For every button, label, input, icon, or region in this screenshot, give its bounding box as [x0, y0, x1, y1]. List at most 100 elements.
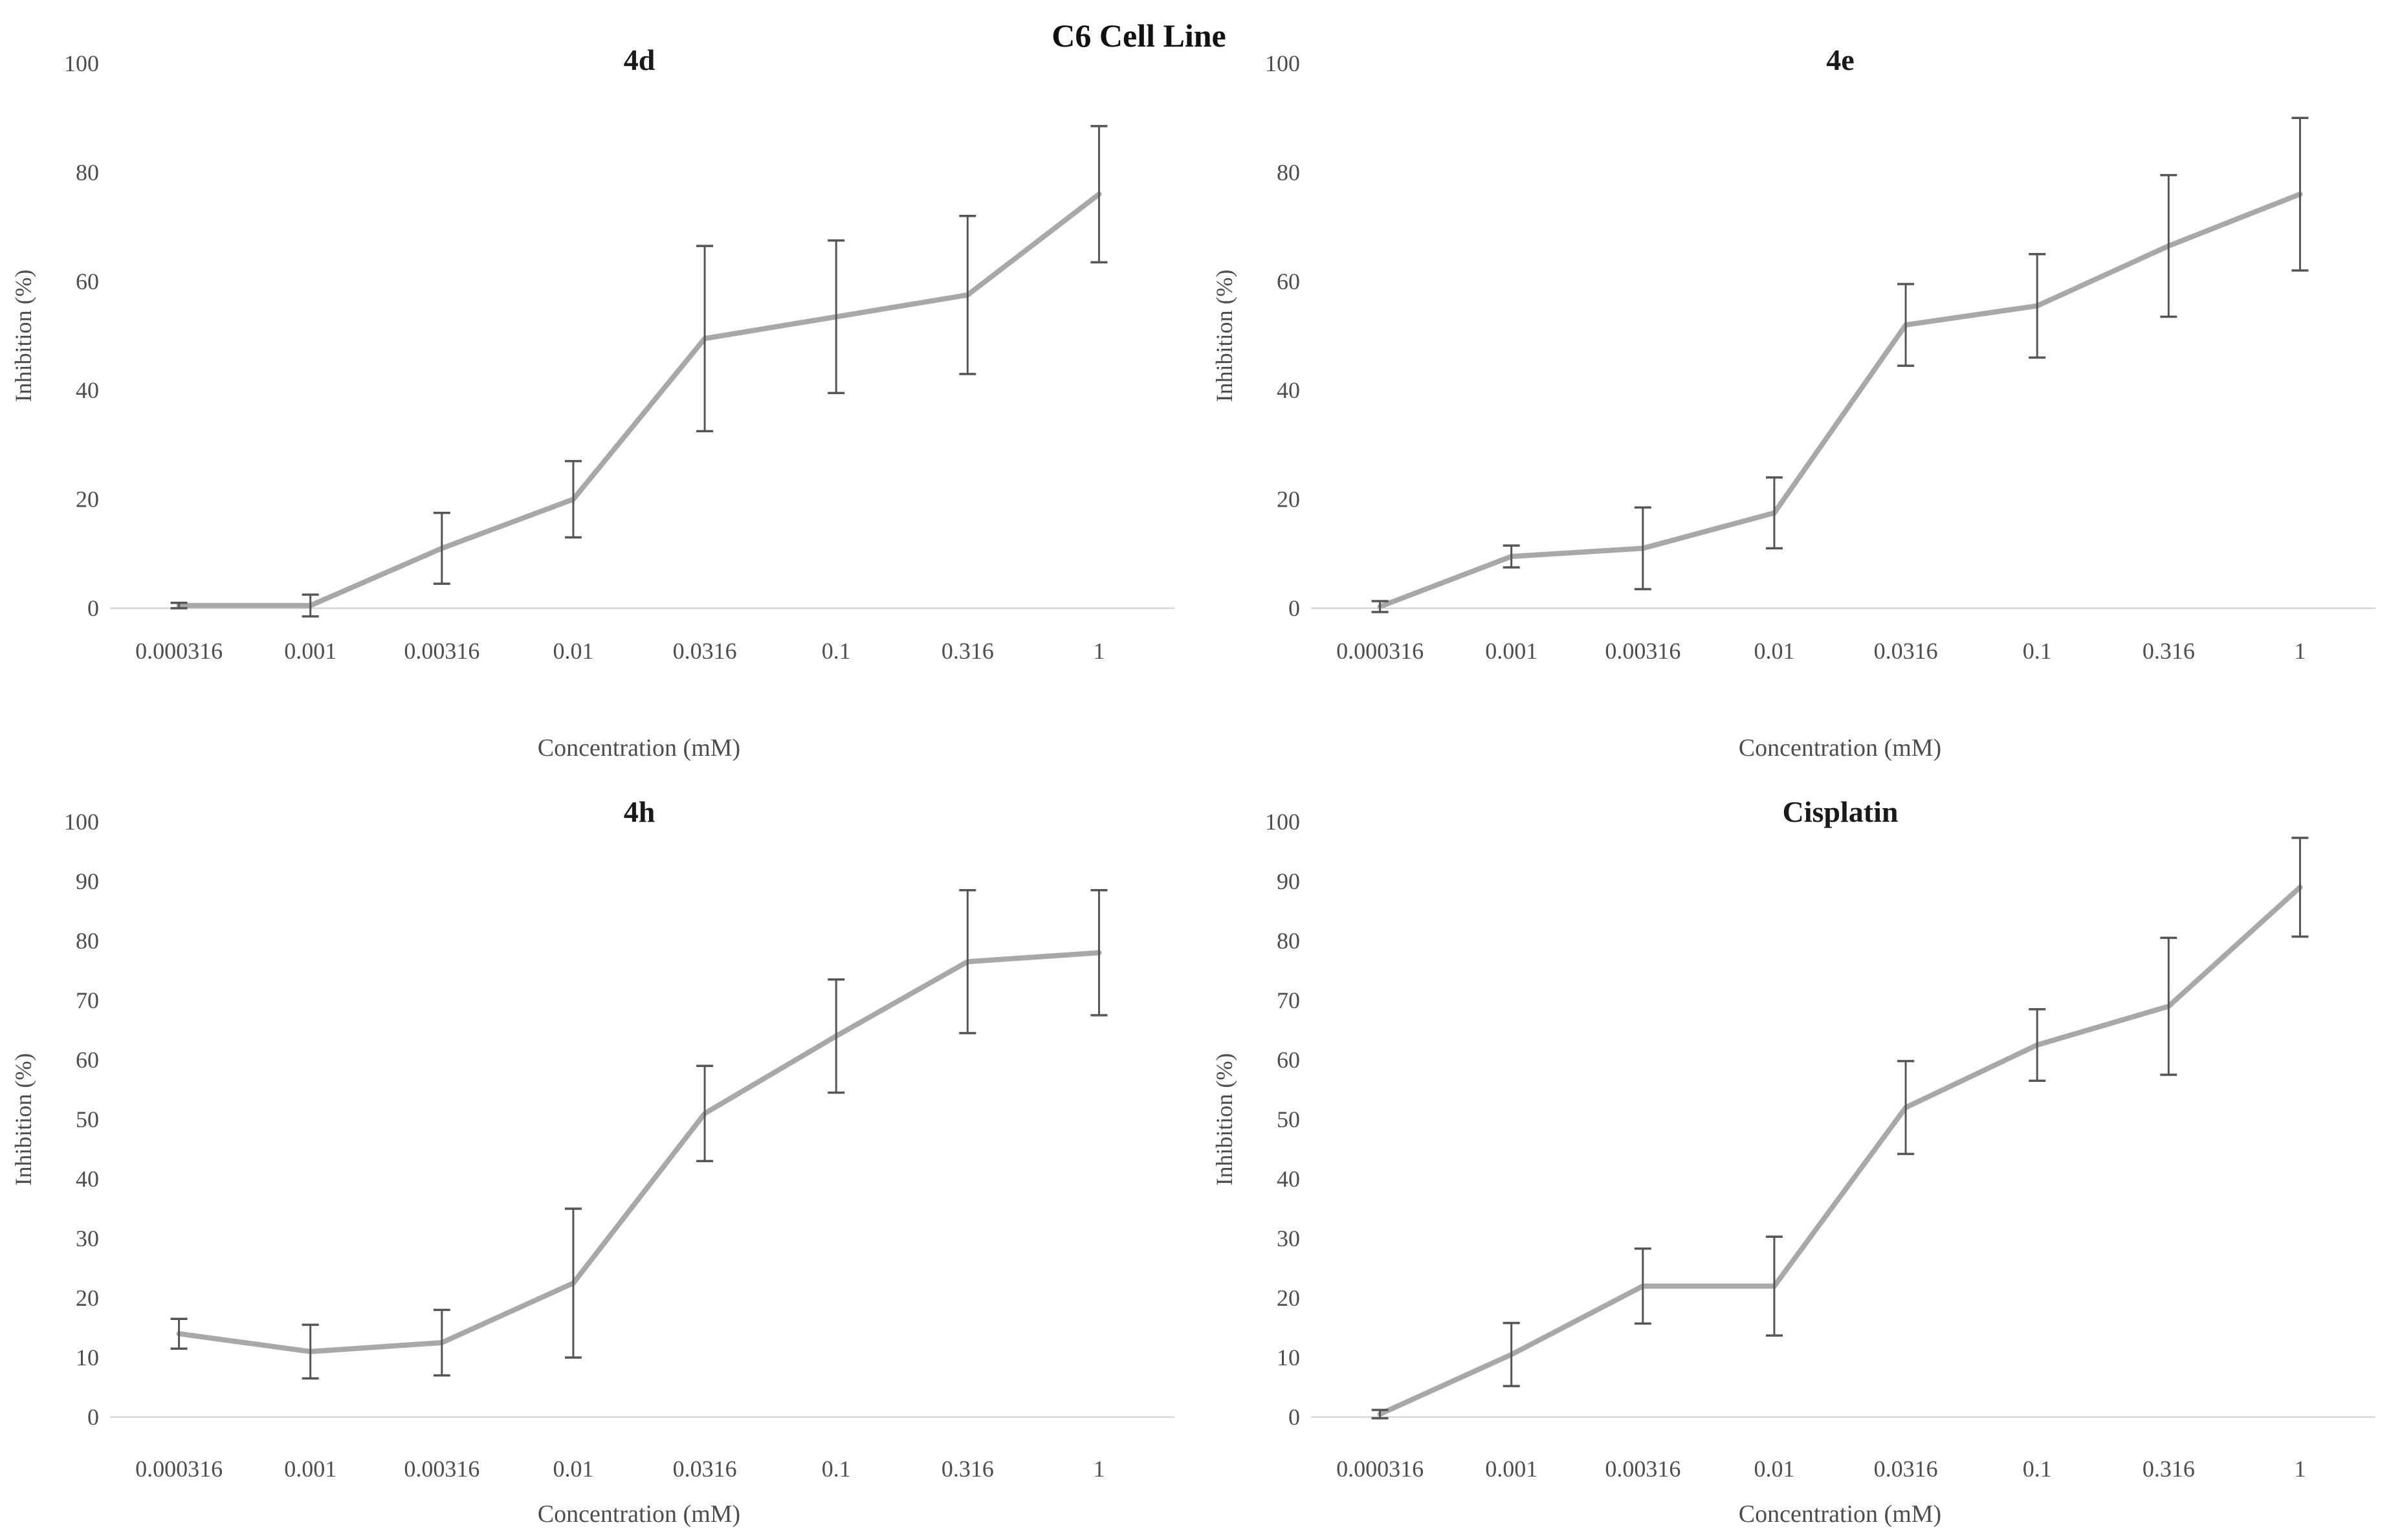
x-axis-title: Concentration (mM)	[538, 1501, 740, 1528]
error-bars	[170, 889, 1108, 1380]
error-bar	[564, 1207, 582, 1359]
y-tick-label: 70	[76, 987, 99, 1013]
error-bar	[696, 1064, 714, 1163]
error-bar	[959, 215, 976, 375]
x-axis-title: Concentration (mM)	[1739, 1501, 1941, 1528]
y-tick-label: 80	[1277, 159, 1300, 185]
y-tick-label: 30	[1277, 1226, 1300, 1251]
error-bars	[1371, 837, 2309, 1420]
y-tick-label: 30	[76, 1226, 99, 1251]
y-axis-tick-labels: 0 20 40 60 80 100	[64, 50, 99, 621]
error-bar	[170, 601, 188, 610]
x-tick-label: 1	[1093, 1456, 1105, 1482]
x-tick-label: 0.0316	[673, 638, 737, 664]
y-axis-title: Inhibition (%)	[1211, 1053, 1237, 1186]
chart-panel-4d: 4d 0 20 40 60 80 100 Inhibition (%) 0.000316 0.0…	[0, 0, 1201, 770]
y-axis-title: Inhibition (%)	[1211, 270, 1237, 402]
series-line	[1377, 192, 2303, 610]
error-bar	[2291, 837, 2309, 938]
chart-title-cisplatin: Cisplatin	[1782, 795, 1899, 828]
x-tick-label: 0.316	[2143, 1456, 2195, 1482]
y-tick-label: 20	[76, 1285, 99, 1311]
figure-title: C6 Cell Line	[1052, 17, 1226, 54]
y-tick-label: 80	[76, 928, 99, 954]
error-bar	[1090, 889, 1108, 1017]
error-bars	[170, 125, 1108, 618]
y-tick-label: 70	[1277, 987, 1300, 1013]
x-tick-label: 0.00316	[1605, 1456, 1680, 1482]
error-bar	[828, 239, 845, 395]
error-bar	[1090, 125, 1108, 264]
y-tick-label: 20	[1277, 1285, 1300, 1311]
x-axis-title: Concentration (mM)	[538, 734, 740, 762]
y-axis-tick-labels: 0 20 40 60 80 100	[1265, 50, 1300, 621]
error-bar	[2160, 173, 2177, 318]
error-bar	[170, 1317, 188, 1350]
x-tick-label: 1	[2294, 1456, 2306, 1482]
y-tick-label: 50	[1277, 1106, 1300, 1132]
y-tick-label: 0	[1288, 1404, 1300, 1430]
x-tick-label: 0.001	[1485, 1456, 1537, 1482]
x-axis-tick-labels: 0.000316 0.001 0.00316 0.01 0.0316 0.1 0.316 1	[135, 1456, 1105, 1482]
series-line	[176, 192, 1102, 608]
y-tick-label: 20	[76, 487, 99, 512]
x-axis-tick-labels: 0.000316 0.001 0.00316 0.01 0.0316 0.1 0.316 1	[135, 638, 1105, 664]
error-bar	[433, 1308, 450, 1377]
series-line	[176, 950, 1102, 1354]
error-bar	[2291, 116, 2309, 272]
error-bar	[1634, 506, 1651, 591]
chart-panel-4h: 4h 0 10 20 30 40 50 60 70 80 90 100 Inhibition (%) 0…	[0, 770, 1201, 1540]
error-bar	[1765, 476, 1783, 550]
x-axis-tick-labels: 0.000316 0.001 0.00316 0.01 0.0316 0.1 0.316 1	[1336, 638, 2306, 664]
x-tick-label: 0.01	[1754, 638, 1794, 664]
x-tick-label: 0.01	[553, 1456, 593, 1482]
x-tick-label: 1	[2294, 638, 2306, 664]
chart-title-4d: 4d	[623, 43, 656, 76]
error-bar	[2160, 936, 2177, 1076]
y-tick-label: 50	[76, 1106, 99, 1132]
y-axis-title: Inhibition (%)	[10, 1053, 36, 1186]
x-axis-title: Concentration (mM)	[1739, 734, 1941, 762]
y-tick-label: 10	[1277, 1345, 1300, 1370]
y-tick-label: 0	[87, 1404, 99, 1430]
y-tick-label: 100	[1265, 809, 1300, 835]
y-axis-tick-labels: 0 10 20 30 40 50 60 70 80 90 100	[64, 809, 99, 1430]
y-tick-label: 60	[1277, 269, 1300, 294]
chart-cisplatin: 0 10 20 30 40 50 60 70 80 90 100 Inhibition (%) 0.00…	[1211, 809, 2375, 1528]
x-tick-label: 0.00316	[404, 1456, 479, 1482]
error-bar	[1634, 1247, 1651, 1325]
x-axis-tick-labels: 0.000316 0.001 0.00316 0.01 0.0316 0.1 0.316 1	[1336, 1456, 2306, 1482]
chart-panel-4e: 4e 0 20 40 60 80 100 Inhibition (%) 0.000316 0.0…	[1201, 0, 2402, 770]
x-tick-label: 0.001	[284, 1456, 336, 1482]
y-tick-label: 10	[76, 1345, 99, 1370]
chart-panel-cisplatin: Cisplatin 0 10 20 30 40 50 60 70 80 90 100 Inhibiti…	[1201, 770, 2402, 1540]
error-bar	[1765, 1235, 1783, 1337]
y-tick-label: 100	[64, 809, 99, 835]
error-bar	[1503, 1321, 1520, 1387]
x-tick-label: 0.1	[2023, 638, 2052, 664]
x-tick-label: 0.1	[2023, 1456, 2052, 1482]
y-tick-label: 60	[1277, 1047, 1300, 1073]
error-bar	[959, 889, 976, 1035]
x-tick-label: 0.00316	[1605, 638, 1680, 664]
error-bar	[1371, 1409, 1389, 1420]
x-tick-label: 0.01	[1754, 1456, 1794, 1482]
x-tick-label: 0.000316	[1336, 1456, 1424, 1482]
x-tick-label: 0.000316	[1336, 638, 1424, 664]
x-tick-label: 0.000316	[135, 1456, 223, 1482]
chart-title-4h: 4h	[623, 795, 656, 828]
y-tick-label: 40	[76, 377, 99, 403]
y-tick-label: 90	[76, 868, 99, 894]
error-bar	[302, 1323, 319, 1380]
error-bar	[1897, 283, 1915, 368]
x-tick-label: 0.1	[822, 1456, 851, 1482]
y-axis-title: Inhibition (%)	[10, 270, 36, 402]
x-tick-label: 0.0316	[1874, 1456, 1938, 1482]
x-tick-label: 0.1	[822, 638, 851, 664]
y-tick-label: 0	[1288, 595, 1300, 621]
x-tick-label: 0.00316	[404, 638, 479, 664]
error-bar	[2029, 252, 2046, 359]
chart-4h: 0 10 20 30 40 50 60 70 80 90 100 Inhibition (%) 0.00…	[10, 809, 1174, 1528]
x-tick-label: 0.316	[942, 638, 994, 664]
